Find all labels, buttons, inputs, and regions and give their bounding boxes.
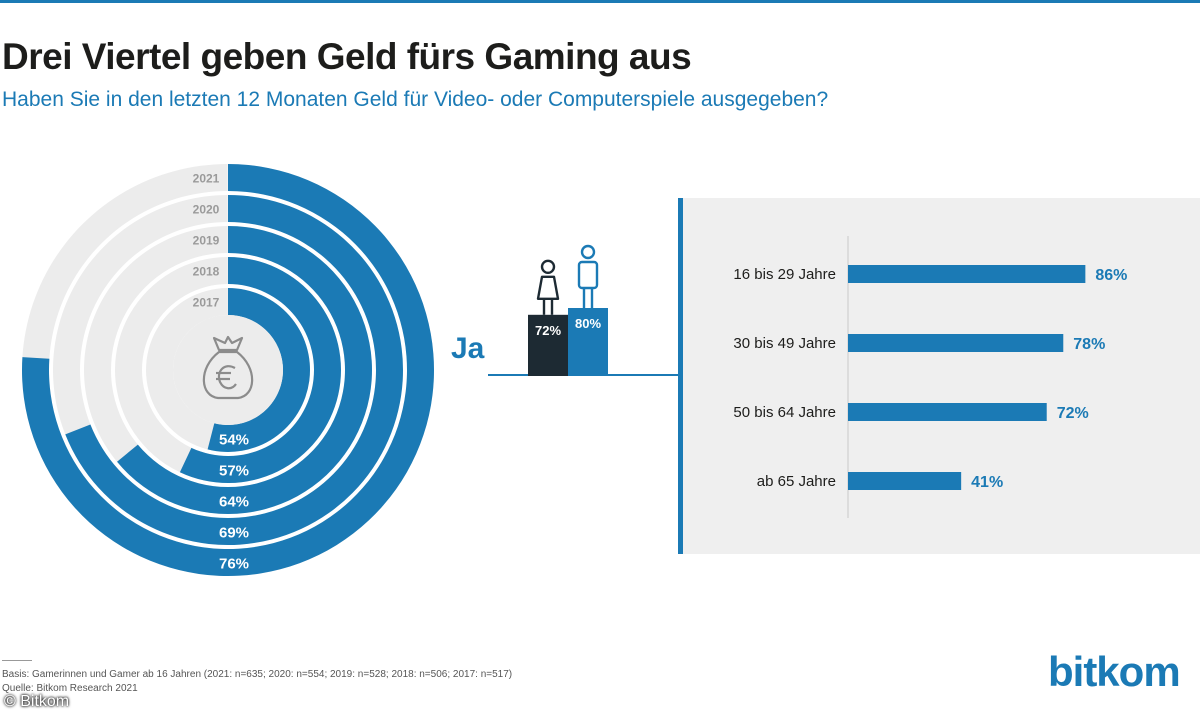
bitkom-logo: bitkom [1048,648,1181,695]
gender-chart: 72% 80% [528,244,608,376]
bag-body [202,350,254,400]
age-category-label: 30 bis 49 Jahre [733,335,836,352]
ring-bar-2018 [179,257,341,483]
woman-icon [536,259,560,315]
age-value-label: 41% [971,474,1003,491]
woman-dress [536,275,560,300]
age-category-label: 16 bis 29 Jahre [733,266,836,283]
age-category-label: ab 65 Jahre [757,473,836,490]
year-label-2021: 2021 [193,172,220,186]
money-bag-euro-icon [202,335,254,400]
age-bar [848,334,1064,352]
radial-year-chart: 2021 76% 2020 69% 2019 64% 2018 57% 2017 54% [21,164,435,577]
value-label-2017: 54% [219,432,249,449]
value-label-2020: 69% [219,525,249,542]
value-label-2021: 76% [219,556,249,573]
year-label-2017: 2017 [193,296,220,310]
value-label-2019: 64% [219,494,249,511]
footer-rule [2,660,32,661]
top-accent-line [0,0,1200,3]
center-circle [173,315,283,425]
age-bar [848,403,1047,421]
man-icon [577,244,599,308]
footnote-source: Quelle: Bitkom Research 2021 [2,683,138,694]
year-label-2020: 2020 [193,203,220,217]
age-category-label: 50 bis 64 Jahre [733,404,836,421]
man-torso [577,260,599,290]
ring-bar-2019 [117,226,372,514]
chart-title: Drei Viertel geben Geld fürs Gaming aus [2,36,692,77]
age-value-label: 86% [1095,267,1127,284]
gender-bar-1 [568,308,608,376]
age-bar [848,472,962,490]
ring-bar-2017 [207,288,310,452]
age-bar-chart: 16 bis 29 Jahre 86% 30 bis 49 Jahre 78% 50 b… [733,236,1127,518]
man-head [580,244,596,260]
value-label-2018: 57% [219,463,249,480]
woman-head [540,259,556,274]
gender-value-1: 80% [575,316,601,331]
age-bar [848,265,1086,283]
footnote-basis: Basis: Gamerinnen und Gamer ab 16 Jahren… [2,669,513,680]
euro-c [217,365,237,390]
chart-subtitle: Haben Sie in den letzten 12 Monaten Geld… [2,88,829,111]
bag-knot [212,335,244,352]
answer-label-ja: Ja [451,332,485,365]
year-label-2018: 2018 [193,265,220,279]
age-panel-border [678,198,683,554]
age-value-label: 72% [1057,405,1089,422]
copyright-watermark: © Bitkom [4,693,70,710]
year-label-2019: 2019 [193,234,220,248]
age-panel [678,198,1200,554]
gender-bar-0 [528,314,568,376]
gender-value-0: 72% [535,323,561,338]
age-value-label: 78% [1073,336,1105,353]
